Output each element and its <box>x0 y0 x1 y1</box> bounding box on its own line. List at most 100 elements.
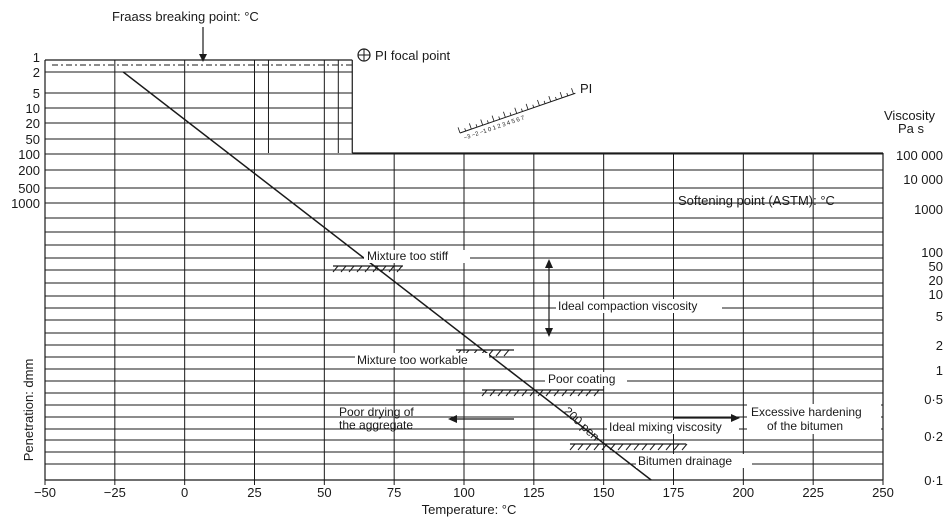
hatch-stroke <box>348 265 355 273</box>
x-tick-label: 250 <box>872 485 894 500</box>
hatch-stroke <box>505 389 512 397</box>
ideal-mixing-label: Ideal mixing viscosity <box>609 420 722 434</box>
poor-drying-label-line2: the aggregate <box>339 418 413 432</box>
fraass-arrow-head <box>199 54 207 62</box>
x-tick-label: 200 <box>732 485 754 500</box>
pi-ruler-tick <box>498 116 501 120</box>
hatch-bitumen-drainage <box>569 443 688 451</box>
penetration-tick-label: 2 <box>33 65 40 80</box>
hatch-stroke <box>593 389 600 397</box>
hatch-stroke <box>681 443 688 451</box>
poor-drying-arrow <box>448 415 514 423</box>
pi-ruler-tick <box>525 103 529 110</box>
penetration-tick-label: 20 <box>26 116 40 131</box>
pi-ruler-tick <box>514 107 518 114</box>
ideal-mixing-arrow <box>673 414 740 422</box>
hatch-stroke <box>489 389 496 397</box>
x-tick-label: 125 <box>523 485 545 500</box>
hatch-stroke <box>388 265 395 273</box>
x-tick-label: 150 <box>593 485 615 500</box>
ideal-mixing-bg <box>607 420 739 434</box>
hatch-stroke <box>625 443 632 451</box>
pi-ruler-tick <box>457 127 461 134</box>
pi-ruler-tick <box>509 112 512 116</box>
x-tick-label: 75 <box>387 485 401 500</box>
penetration-tick-label: 1000 <box>11 196 40 211</box>
x-tick-label: 225 <box>802 485 824 500</box>
pi-focal-point-label: PI focal point <box>375 48 451 63</box>
hatch-stroke <box>673 443 680 451</box>
hatch-stroke <box>380 265 387 273</box>
axis-ticks: −50 −25 0 25 50 75 100 125 150 175 200 225 250125102… <box>11 50 943 500</box>
too-stiff-bg <box>364 250 470 263</box>
penetration-tick-label: 200 <box>18 163 40 178</box>
viscosity-tick-label: 0·2 <box>924 429 943 444</box>
penetration-tick-label: 5 <box>33 86 40 101</box>
hatch-stroke <box>577 443 584 451</box>
pi-ruler-tick <box>543 100 546 104</box>
hatch-stroke <box>617 443 624 451</box>
hatch-stroke <box>497 389 504 397</box>
y-axis-title-left: Penetration: dmm <box>21 359 36 462</box>
hatch-stroke <box>481 389 488 397</box>
viscosity-tick-label: 0·5 <box>924 392 943 407</box>
mixture-too-stiff-label: Mixture too stiff <box>367 249 449 263</box>
penetration-tick-label: 100 <box>18 147 40 162</box>
hatch-stroke <box>537 389 544 397</box>
fraass-label: Fraass breaking point: °C <box>112 9 259 24</box>
pi-ruler-tick <box>487 120 489 124</box>
hatch-stroke <box>641 443 648 451</box>
x-tick-label: 100 <box>453 485 475 500</box>
pi-ruler-tick <box>464 128 467 132</box>
hatch-stroke <box>332 265 339 273</box>
poor-drying-label-line1: Poor drying of <box>339 405 414 419</box>
hatch-stroke <box>665 443 672 451</box>
x-tick-label: 175 <box>663 485 685 500</box>
poor-coating-bg <box>545 372 627 386</box>
penetration-tick-label: 10 <box>26 101 40 116</box>
hatch-stroke <box>340 265 347 273</box>
pi-ruler-tick <box>503 111 506 118</box>
viscosity-tick-label: 1 <box>936 363 943 378</box>
excessive-hardening-label-line2: of the bitumen <box>767 419 843 433</box>
penetration-tick-label: 1 <box>33 50 40 65</box>
pi-ruler-tick <box>566 92 569 97</box>
hardening-bg <box>747 404 881 434</box>
x-tick-label: 50 <box>317 485 331 500</box>
bitumen-drainage-label: Bitumen drainage <box>638 454 732 468</box>
poor-coating-label: Poor coating <box>548 372 615 386</box>
viscosity-tick-label: 20 <box>929 273 943 288</box>
hatch-stroke <box>585 389 592 397</box>
viscosity-tick-label: 10 000 <box>903 172 943 187</box>
pi-ruler-tick <box>571 88 574 95</box>
mixture-too-workable-label: Mixture too workable <box>357 353 468 367</box>
viscosity-tick-label: 0·1 <box>924 473 943 488</box>
drainage-bg <box>636 454 752 468</box>
hatch-stroke <box>633 443 640 451</box>
hatch-stroke <box>561 389 568 397</box>
pi-ruler-tick <box>475 124 478 128</box>
hatch-stroke <box>657 443 664 451</box>
viscosity-tick-label: 100 000 <box>896 148 943 163</box>
pi-ruler-tick <box>555 96 557 100</box>
hatch-stroke <box>364 265 371 273</box>
hatch-stroke <box>601 443 608 451</box>
hatch-stroke <box>649 443 656 451</box>
penetration-tick-label: 500 <box>18 181 40 196</box>
viscosity-tick-label: 2 <box>936 338 943 353</box>
hatch-stroke <box>593 443 600 451</box>
viscosity-tick-label: 10 <box>929 287 943 302</box>
x-tick-label: 0 <box>181 485 188 500</box>
hatch-stroke <box>513 389 520 397</box>
hatch-stroke <box>545 389 552 397</box>
excessive-hardening-label-line1: Excessive hardening <box>751 405 862 419</box>
viscosity-tick-label: 50 <box>929 259 943 274</box>
hatch-stroke <box>569 443 576 451</box>
viscosity-tick-label: 100 <box>921 245 943 260</box>
pi-ruler-tick <box>469 123 472 130</box>
pi-scale-ruler: −3 −2 −1 0 1 2 3 4 5 6 7 <box>457 88 576 142</box>
series-label-200-pen: 200 pen <box>561 404 602 444</box>
too-workable-bg <box>355 353 489 367</box>
hatch-stroke <box>529 389 536 397</box>
ideal-compaction-label: Ideal compaction viscosity <box>558 299 697 313</box>
